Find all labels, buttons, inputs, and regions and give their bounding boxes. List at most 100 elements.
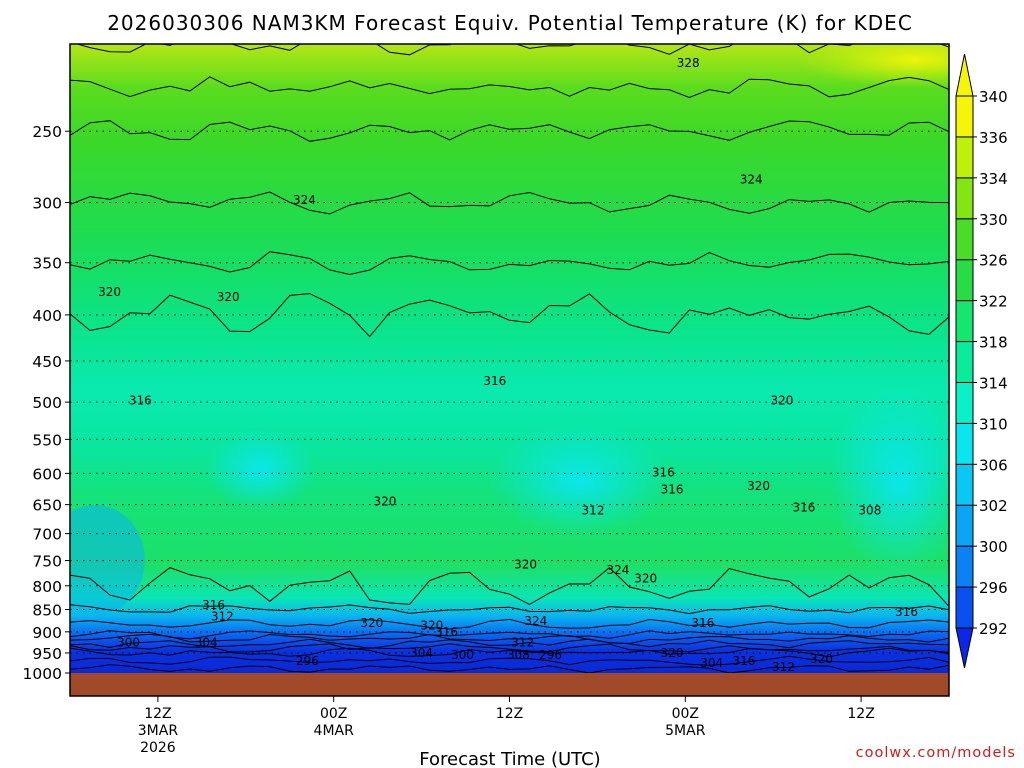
colorbar-segment [955, 259, 974, 302]
contour-label: 308 [858, 504, 881, 518]
colorbar-segment [955, 422, 974, 465]
x-tick-label: 12Z [496, 706, 523, 722]
contour-label: 328 [677, 56, 700, 70]
contour-label: 316 [129, 394, 152, 408]
contour-label: 324 [293, 193, 316, 207]
contour-label: 316 [661, 482, 684, 496]
x-tick-label: 4MAR [314, 723, 355, 739]
y-tick-label: 400 [32, 307, 62, 325]
colorbar-segment [955, 545, 974, 588]
contour-line [75, 44, 949, 56]
colorbar-segment [955, 586, 974, 629]
x-tick-label: 00Z [320, 706, 347, 722]
x-tick-label: 3MAR [138, 723, 179, 739]
contour-line [70, 567, 949, 607]
x-tick-label: 5MAR [665, 723, 706, 739]
contour-label: 316 [895, 605, 918, 619]
contour-line [70, 633, 949, 645]
y-tick-label: 900 [32, 624, 62, 642]
y-tick-label: 750 [32, 553, 62, 571]
contour-label: 320 [514, 558, 537, 572]
contour-line [70, 76, 949, 99]
contour-label: 316 [732, 654, 755, 668]
colorbar-segment [955, 300, 974, 343]
colorbar-label: 310 [979, 415, 1008, 433]
contour-label: 300 [117, 636, 140, 650]
colorbar-segment [955, 218, 974, 261]
contour-line [70, 293, 949, 338]
contour-label: 296 [296, 654, 319, 668]
y-tick-label: 1000 [23, 665, 62, 683]
contour-label: 324 [524, 614, 547, 628]
contour-label: 320 [360, 616, 383, 630]
contour-lines [70, 44, 949, 673]
low-theta-e-pocket [70, 505, 145, 615]
contour-label: 320 [634, 571, 657, 585]
contour-label: 324 [740, 173, 763, 187]
colorbar-label: 314 [979, 374, 1008, 392]
colorbar-bottom-arrow [955, 627, 974, 669]
contour-label: 304 [700, 656, 723, 670]
colorbar-label: 300 [979, 538, 1008, 556]
contour-label: 320 [810, 652, 833, 666]
colorbar-segment [955, 463, 974, 506]
contour-label: 320 [661, 646, 684, 660]
contour-label: 312 [582, 504, 605, 518]
chart-title: 2026030306 NAM3KM Forecast Equiv. Potent… [107, 11, 913, 35]
colorbar-top-arrow [955, 53, 974, 97]
contour-label: 304 [195, 636, 218, 650]
contour-label: 308 [507, 648, 530, 662]
x-tick-label: 12Z [847, 706, 874, 722]
contour-label: 316 [202, 598, 225, 612]
colorbar-label: 322 [979, 293, 1008, 311]
contour-line [70, 618, 949, 630]
colorbar-label: 318 [979, 334, 1008, 352]
colorbar-label: 334 [979, 170, 1008, 188]
colorbar-label: 326 [979, 252, 1008, 270]
colorbar-label: 306 [979, 456, 1008, 474]
contour-label: 316 [793, 501, 816, 515]
ground-surface [70, 673, 949, 696]
contour-line [70, 120, 949, 142]
contour-line [70, 191, 949, 215]
contour-label: 316 [652, 466, 675, 480]
y-tick-label: 350 [32, 255, 62, 273]
plot-area [70, 44, 949, 673]
low-theta-e-pocket [205, 430, 315, 510]
colorbar-label: 296 [979, 579, 1008, 597]
y-axis: 250 300 350 400 450 500 550 600 650 700 750 800 850 9… [23, 123, 70, 683]
contour-label: 300 [451, 648, 474, 662]
contour-label: 312 [772, 660, 795, 674]
contour-label: 316 [691, 616, 714, 630]
contour-line [70, 630, 949, 640]
y-tick-label: 300 [32, 194, 62, 212]
credit-text: coolwx.com/models [856, 745, 1016, 761]
contour-label: 320 [420, 618, 443, 632]
contour-line [70, 251, 949, 276]
y-tick-label: 800 [32, 578, 62, 596]
contour-label: 320 [374, 495, 397, 509]
contour-line [70, 655, 949, 666]
y-tick-label: 600 [32, 465, 62, 483]
contour-label: 320 [771, 394, 794, 408]
contour-label: 324 [606, 563, 629, 577]
x-tick-label: 00Z [672, 706, 699, 722]
contour-line [70, 604, 949, 615]
low-theta-e-pocket [490, 425, 670, 535]
y-tick-label: 450 [32, 353, 62, 371]
contour-label: 320 [98, 285, 121, 299]
y-tick-label: 500 [32, 394, 62, 412]
contour-line [70, 647, 949, 658]
colorbar-segment [955, 341, 974, 383]
x-tick-label: 2026 [140, 740, 176, 756]
y-tick-label: 950 [32, 645, 62, 663]
contour-line [70, 638, 949, 650]
contour-label: 316 [483, 374, 506, 388]
contour-line [70, 664, 949, 673]
colorbar-label: 302 [979, 497, 1008, 515]
colorbar-label: 292 [979, 620, 1008, 638]
colorbar-segment [955, 504, 974, 547]
colorbar-segment [955, 381, 974, 424]
